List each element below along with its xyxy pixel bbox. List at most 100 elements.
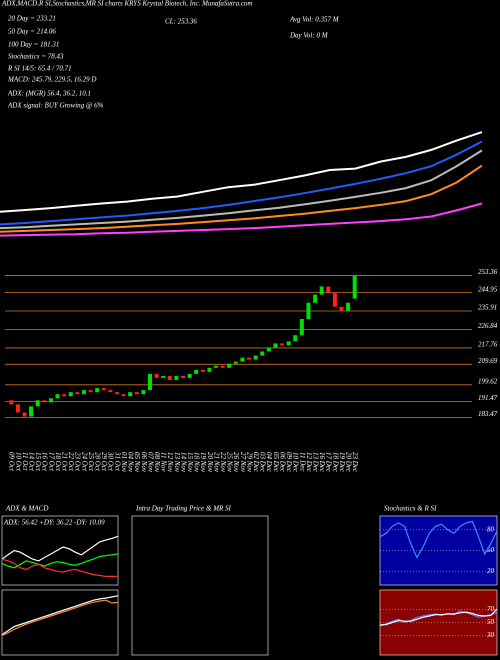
x-tick-label: 07 Nov xyxy=(146,452,154,473)
candle-body xyxy=(260,351,265,356)
series-line xyxy=(0,164,483,233)
candle-body xyxy=(68,392,73,397)
candle-body xyxy=(280,343,285,346)
x-tick-label: 16 Oct xyxy=(41,452,49,472)
x-tick-label: 05 Nov xyxy=(133,452,141,473)
x-tick-label: 22 Oct xyxy=(67,452,75,472)
candle-body xyxy=(9,400,14,405)
series-line xyxy=(379,520,498,559)
y-tick-label: 30 xyxy=(486,631,495,639)
x-tick-label: 09 Oct xyxy=(8,452,16,472)
x-tick-label: 29 Oct xyxy=(100,452,108,472)
candle-body xyxy=(326,286,331,293)
candle-body xyxy=(167,375,172,380)
x-tick-label: 23 Dec xyxy=(351,452,359,473)
candle-body xyxy=(161,375,166,378)
y-tick-label: 244.95 xyxy=(478,285,498,293)
panel xyxy=(131,515,269,656)
x-tick-label: 29 Nov xyxy=(245,452,253,473)
panel xyxy=(1,515,119,586)
candle-body xyxy=(81,390,86,395)
annotation: ADX: (MGR) 56.4, 36.2, 10.1 xyxy=(7,90,91,98)
x-tick-label: 21 Oct xyxy=(61,452,69,472)
x-tick-label: 04 Nov xyxy=(127,452,135,473)
panel-title: Intra Day Trading Price & MR SI xyxy=(135,505,232,513)
y-tick-label: 50 xyxy=(487,618,495,626)
series-line xyxy=(0,131,483,213)
x-tick-label: 31 Oct xyxy=(113,451,121,472)
panel xyxy=(1,589,119,656)
panel-title: ADX & MACD xyxy=(5,505,48,513)
y-tick-label: 50 xyxy=(487,546,495,554)
candle-body xyxy=(35,400,40,407)
candle-body xyxy=(108,390,113,393)
x-tick-label: 20 Nov xyxy=(206,452,214,473)
candle-body xyxy=(121,394,126,397)
candle-body xyxy=(62,394,67,397)
y-tick-label: 209.69 xyxy=(478,357,498,365)
candle-body xyxy=(319,286,324,295)
x-tick-label: 18 Dec xyxy=(331,452,339,473)
candle-body xyxy=(147,373,152,391)
annotation: Avg Vol: 0.357 M xyxy=(289,16,340,24)
x-tick-label: 12 Dec xyxy=(305,452,313,473)
candle-body xyxy=(181,375,185,378)
y-tick-label: 253.36 xyxy=(478,268,498,276)
x-tick-label: 11 Oct xyxy=(21,452,29,471)
annotation: 20 Day = 233.21 xyxy=(8,15,56,23)
series-line xyxy=(1,553,119,569)
series-line xyxy=(1,535,119,562)
candle-body xyxy=(15,404,20,413)
x-tick-label: 20 Dec xyxy=(344,452,352,473)
x-tick-label: 19 Dec xyxy=(338,452,346,473)
x-tick-label: 04 Dec xyxy=(265,452,273,473)
chart-title: ADX,MACD,R SI,Stochastics,MR SI charts K… xyxy=(1,0,252,8)
y-tick-label: 20 xyxy=(487,567,495,575)
candle-body xyxy=(134,392,139,395)
series-line xyxy=(1,558,119,577)
series-line xyxy=(0,202,483,237)
annotation: 50 Day = 214.06 xyxy=(8,28,56,36)
y-tick-label: 235.91 xyxy=(478,304,497,312)
candle-body xyxy=(55,394,60,399)
x-tick-label: 24 Oct xyxy=(80,452,88,472)
x-tick-label: 27 Nov xyxy=(239,452,247,473)
x-tick-label: 28 Oct xyxy=(94,452,102,472)
x-tick-label: 09 Dec xyxy=(285,452,293,473)
x-tick-label: 08 Nov xyxy=(153,452,161,473)
y-tick-label: 80 xyxy=(487,525,495,533)
y-tick-label: 226.84 xyxy=(478,322,498,330)
candle-body xyxy=(346,302,351,311)
x-tick-label: 13 Nov xyxy=(173,452,181,473)
candle-body xyxy=(227,363,232,368)
candle-body xyxy=(42,400,47,403)
x-tick-label: 26 Nov xyxy=(232,452,240,473)
panel xyxy=(379,515,498,586)
x-tick-label: 17 Oct xyxy=(47,452,55,472)
candle-body xyxy=(286,341,291,346)
candle-body xyxy=(75,392,80,395)
candle-body xyxy=(101,388,106,391)
x-tick-label: 19 Nov xyxy=(199,452,207,473)
candle-body xyxy=(339,306,344,311)
annotation: MACD: 245.79, 229.5, 16.29 D xyxy=(7,76,96,84)
x-tick-label: 10 Dec xyxy=(292,452,300,473)
x-tick-label: 13 Dec xyxy=(311,452,319,473)
y-tick-label: 199.62 xyxy=(478,377,498,385)
candle-body xyxy=(114,392,119,395)
candle-body xyxy=(29,406,34,417)
x-tick-label: 18 Oct xyxy=(54,452,62,472)
candle-body xyxy=(128,392,133,397)
candle-body xyxy=(214,365,219,368)
x-tick-label: 25 Nov xyxy=(226,452,234,473)
x-tick-label: 14 Nov xyxy=(179,452,187,473)
annotation: 100 Day = 181.31 xyxy=(8,41,59,49)
candle-body xyxy=(240,357,245,362)
x-tick-label: 30 Oct xyxy=(107,451,115,472)
x-tick-label: 18 Nov xyxy=(193,452,201,473)
candle-body xyxy=(187,373,192,378)
x-tick-label: 06 Nov xyxy=(140,452,148,473)
x-tick-label: 15 Nov xyxy=(186,452,194,473)
x-tick-label: 22 Nov xyxy=(219,452,227,473)
